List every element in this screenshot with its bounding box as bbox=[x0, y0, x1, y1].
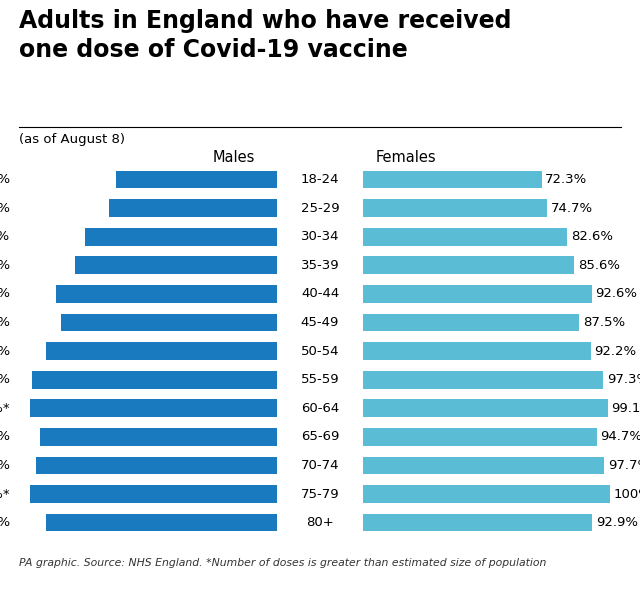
Text: 72.3%: 72.3% bbox=[545, 173, 588, 186]
Bar bbox=[56, 285, 277, 303]
Text: 92.9%: 92.9% bbox=[596, 516, 638, 529]
Bar bbox=[40, 428, 277, 445]
Text: 25-29: 25-29 bbox=[301, 202, 339, 215]
Text: 99.1%: 99.1% bbox=[611, 402, 640, 415]
Text: 100%*: 100%* bbox=[0, 402, 10, 415]
Text: 35-39: 35-39 bbox=[301, 259, 339, 272]
Text: 100%*: 100%* bbox=[614, 487, 640, 500]
Bar bbox=[363, 485, 610, 503]
Text: 65.1%: 65.1% bbox=[0, 173, 10, 186]
Text: 80+: 80+ bbox=[306, 516, 334, 529]
Text: 68.2%: 68.2% bbox=[0, 202, 10, 215]
Bar bbox=[363, 342, 591, 360]
Text: 60-64: 60-64 bbox=[301, 402, 339, 415]
Text: Females: Females bbox=[376, 150, 436, 165]
Text: 94.7%: 94.7% bbox=[600, 430, 640, 443]
Bar bbox=[363, 199, 547, 217]
Text: 81.7%: 81.7% bbox=[0, 259, 10, 272]
Bar bbox=[363, 371, 604, 388]
Bar bbox=[45, 514, 277, 532]
Text: 97.7%: 97.7% bbox=[608, 459, 640, 472]
Text: 97.4%: 97.4% bbox=[0, 459, 10, 472]
Bar bbox=[363, 228, 567, 245]
Bar bbox=[45, 342, 277, 360]
Bar bbox=[76, 257, 277, 274]
Bar bbox=[363, 457, 604, 474]
Text: 93.7%: 93.7% bbox=[0, 516, 10, 529]
Bar bbox=[363, 171, 541, 188]
Text: 100%*: 100%* bbox=[0, 487, 10, 500]
Text: 92.2%: 92.2% bbox=[595, 345, 637, 358]
Text: 40-44: 40-44 bbox=[301, 287, 339, 300]
Text: 50-54: 50-54 bbox=[301, 345, 339, 358]
Text: 97.3%: 97.3% bbox=[607, 373, 640, 386]
Text: 18-24: 18-24 bbox=[301, 173, 339, 186]
Text: 87.4%: 87.4% bbox=[0, 316, 10, 329]
Bar bbox=[30, 485, 277, 503]
Text: 92.6%: 92.6% bbox=[595, 287, 637, 300]
Text: 45-49: 45-49 bbox=[301, 316, 339, 329]
Text: 55-59: 55-59 bbox=[301, 373, 339, 386]
Text: 65-69: 65-69 bbox=[301, 430, 339, 443]
Bar bbox=[32, 371, 277, 388]
Text: 77.6%: 77.6% bbox=[0, 230, 10, 243]
Text: 87.5%: 87.5% bbox=[583, 316, 625, 329]
Bar bbox=[363, 285, 591, 303]
Bar bbox=[61, 314, 277, 332]
Text: 30-34: 30-34 bbox=[301, 230, 339, 243]
Bar bbox=[116, 171, 277, 188]
Bar bbox=[363, 257, 574, 274]
Bar bbox=[30, 399, 277, 417]
Bar bbox=[363, 514, 593, 532]
Text: Males: Males bbox=[212, 150, 255, 165]
Text: (as of August 8): (as of August 8) bbox=[19, 133, 125, 146]
Bar bbox=[85, 228, 277, 245]
Bar bbox=[36, 457, 277, 474]
Text: 75-79: 75-79 bbox=[301, 487, 339, 500]
Text: 96.1%: 96.1% bbox=[0, 430, 10, 443]
Text: 82.6%: 82.6% bbox=[571, 230, 612, 243]
Bar bbox=[109, 199, 277, 217]
Text: 99.2%: 99.2% bbox=[0, 373, 10, 386]
Bar bbox=[363, 399, 608, 417]
Text: 70-74: 70-74 bbox=[301, 459, 339, 472]
Text: PA graphic. Source: NHS England. *Number of doses is greater than estimated size: PA graphic. Source: NHS England. *Number… bbox=[19, 558, 547, 568]
Text: 89.5%: 89.5% bbox=[0, 287, 10, 300]
Text: 93.7%: 93.7% bbox=[0, 345, 10, 358]
Text: Adults in England who have received
one dose of Covid-19 vaccine: Adults in England who have received one … bbox=[19, 9, 512, 61]
Bar bbox=[363, 314, 579, 332]
Text: 85.6%: 85.6% bbox=[578, 259, 620, 272]
Bar bbox=[363, 428, 597, 445]
Text: 74.7%: 74.7% bbox=[551, 202, 593, 215]
